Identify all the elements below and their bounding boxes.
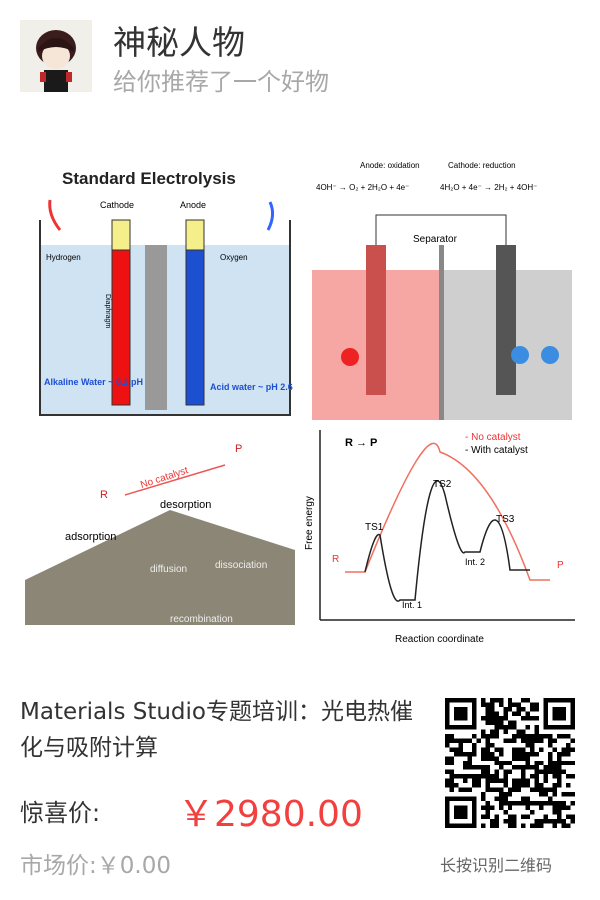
svg-text:Separator: Separator [413,234,458,245]
svg-text:- No catalyst: - No catalyst [465,432,521,443]
surface-panel: No catalyst R P desorption adsorption di… [25,443,295,625]
cathode-label: Cathode [100,200,134,210]
product-image: Standard Electrolysis Cathode Anode Hydr… [25,155,575,645]
product-title: Materials Studio专题培训：光电热催化与吸附计算 [20,699,413,761]
svg-text:P: P [235,443,242,455]
avatar [20,20,92,92]
user-name: 神秘人物 [113,23,245,62]
svg-text:TS3: TS3 [496,514,515,525]
svg-text:TS2: TS2 [433,479,452,490]
svg-text:recombination: recombination [170,614,233,625]
svg-text:Int. 1: Int. 1 [402,600,422,610]
svg-text:Cathode: reduction: Cathode: reduction [448,161,516,170]
electrolysis-panel: Standard Electrolysis Cathode Anode Hydr… [35,155,300,420]
svg-text:R: R [100,489,108,501]
svg-text:Int. 2: Int. 2 [465,557,485,567]
price: ￥2980.00 [178,794,363,835]
qr-hint: 长按识别二维码 [440,856,553,875]
energy-profile-panel: R → P - No catalyst - With catalyst Free… [304,430,575,645]
svg-text:Reaction coordinate: Reaction coordinate [395,634,484,645]
svg-text:desorption: desorption [160,499,211,511]
svg-text:adsorption: adsorption [65,531,116,543]
svg-text:dissociation: dissociation [215,560,267,571]
market-price: 市场价:￥0.00 [20,853,171,879]
oxygen-label: Oxygen [220,253,248,262]
svg-text:R: R [332,554,339,565]
electrochem-panel: Anode: oxidation 4OH⁻ → O₂ + 2H₂O + 4e⁻ … [312,161,572,420]
svg-text:P: P [557,560,564,571]
right-solution-label: Acid water ~ pH 2.6 [210,382,293,392]
anode-label: Anode [180,200,206,210]
svg-text:Free energy: Free energy [304,496,315,550]
svg-text:TS1: TS1 [365,522,384,533]
left-solution-label: Alkaline Water ~ 8.2 pH [44,377,143,387]
price-label: 惊喜价: [20,799,101,827]
svg-text:diffusion: diffusion [150,564,187,575]
recommend-subtitle: 给你推荐了一个好物 [113,68,329,96]
svg-text:- With catalyst: - With catalyst [465,445,528,456]
svg-text:R → P: R → P [345,437,377,449]
svg-text:4OH⁻ → O₂ + 2H₂O + 4e⁻: 4OH⁻ → O₂ + 2H₂O + 4e⁻ [316,183,409,192]
hydrogen-label: Hydrogen [46,253,81,262]
qr-code[interactable] [445,698,575,828]
diaphragm-label: Diaphragm [104,294,111,328]
svg-text:4H₂O + 4e⁻ → 2H₂ + 4OH⁻: 4H₂O + 4e⁻ → 2H₂ + 4OH⁻ [440,183,537,192]
svg-text:Anode: oxidation: Anode: oxidation [360,161,420,170]
panel1-title: Standard Electrolysis [62,169,236,188]
